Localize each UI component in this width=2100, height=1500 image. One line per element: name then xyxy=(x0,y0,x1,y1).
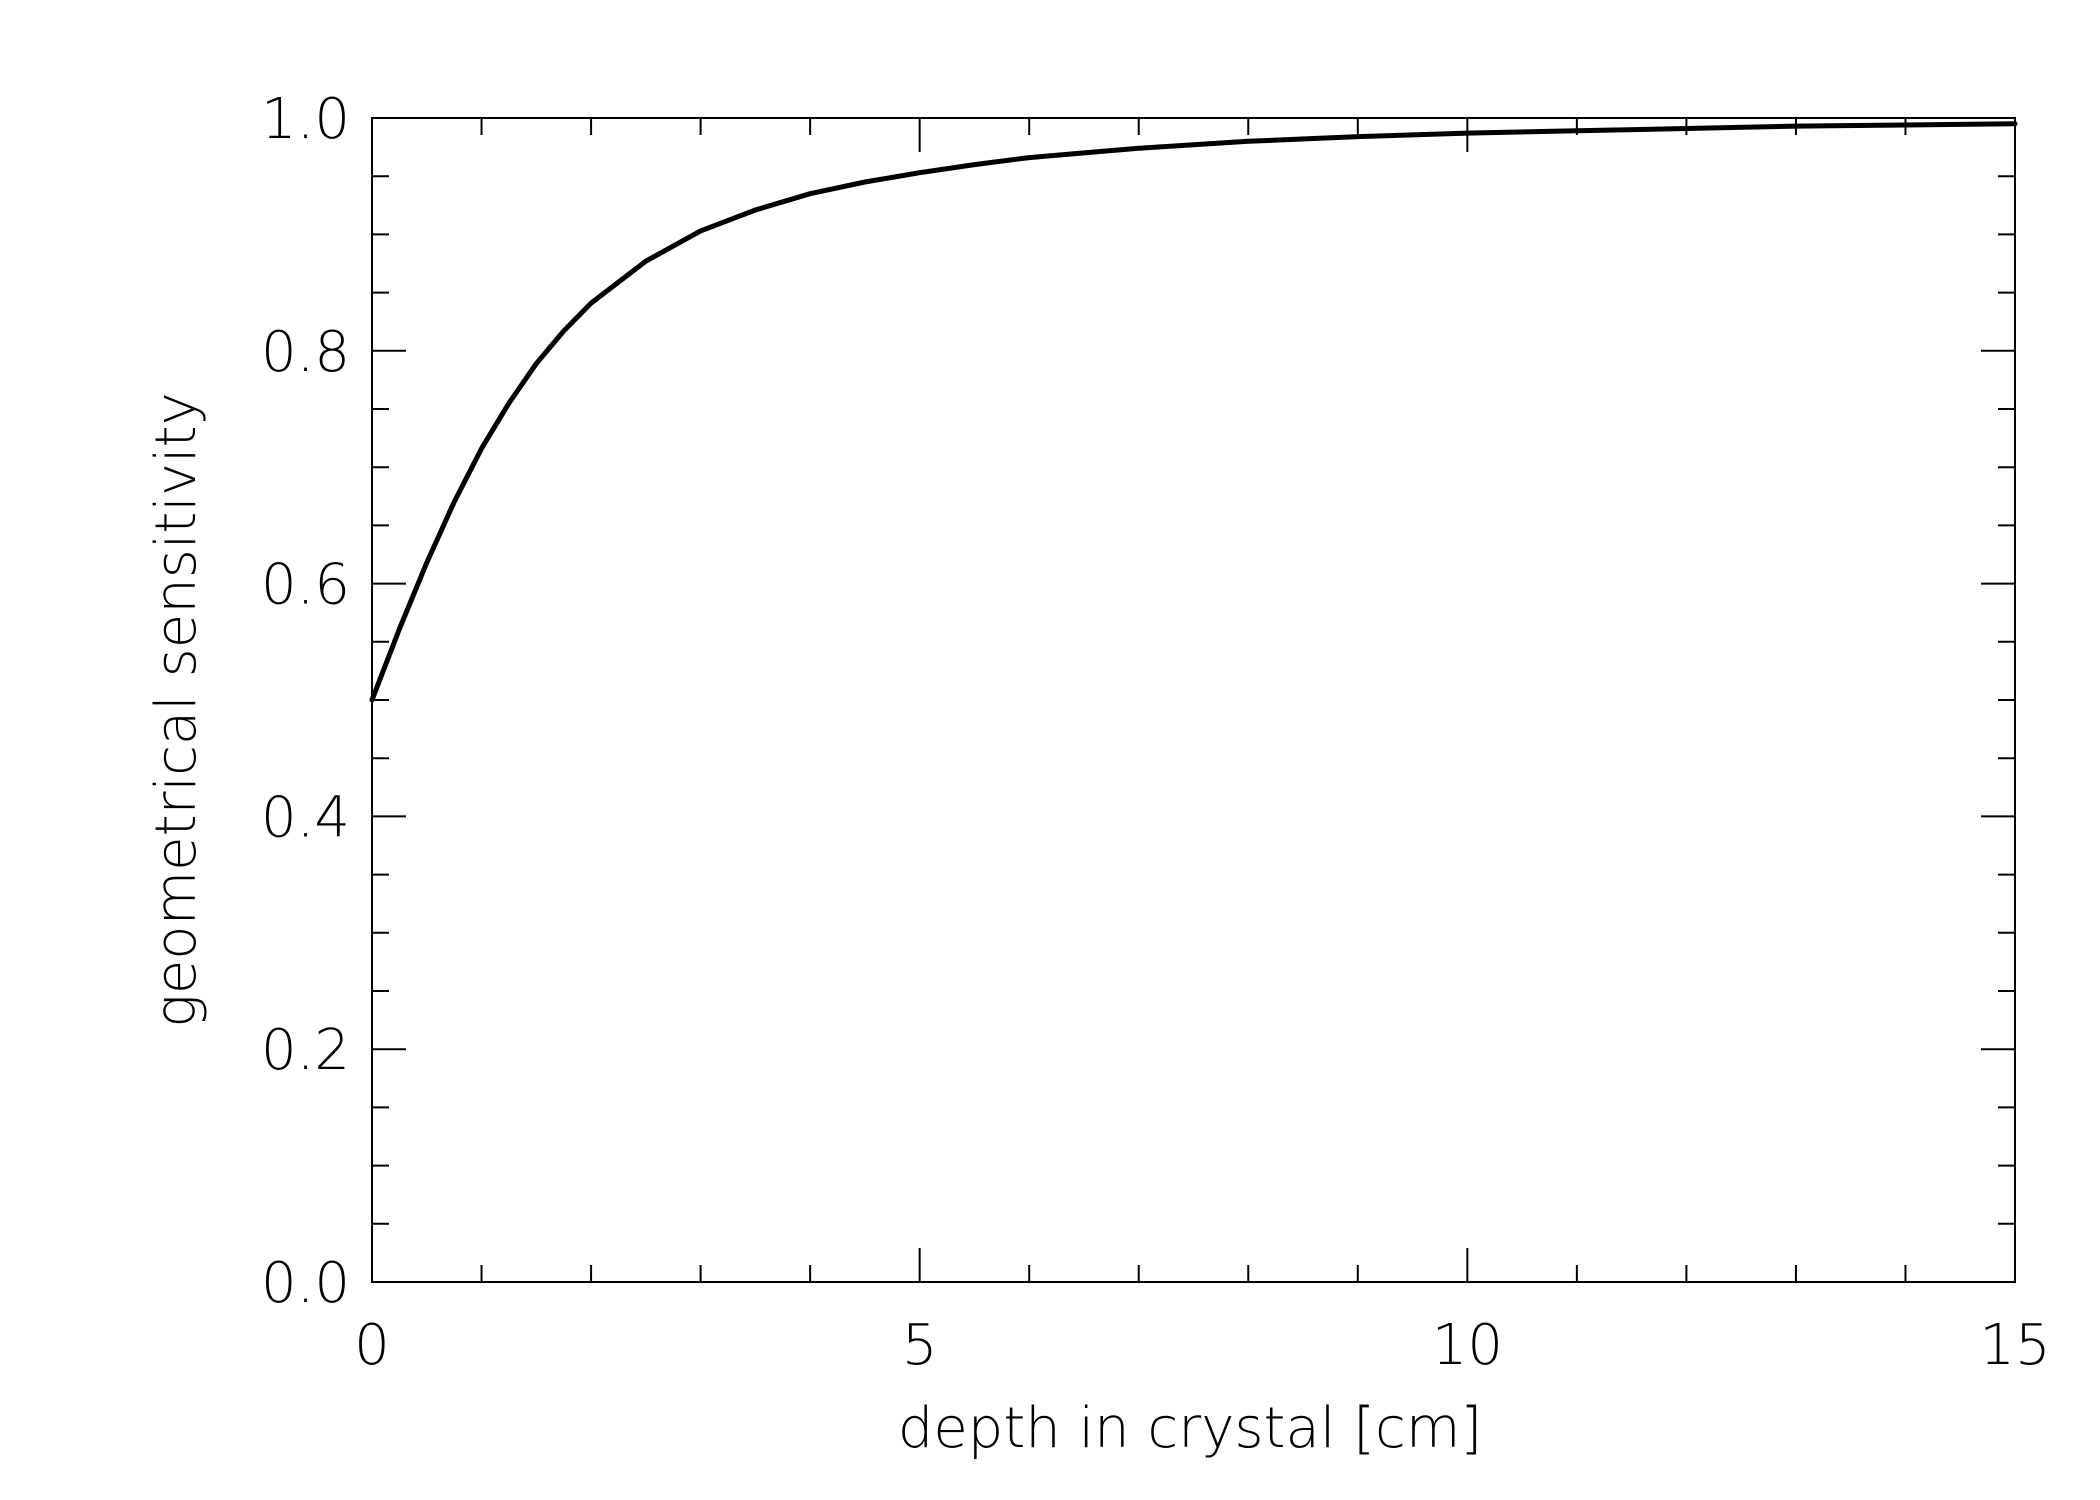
x-axis-title: depth in crystal [cm] xyxy=(898,1396,1482,1461)
x-tick-label: 15 xyxy=(1979,1313,2050,1378)
x-tick-label: 5 xyxy=(902,1313,938,1378)
y-tick-label: 0.0 xyxy=(261,1251,350,1316)
y-tick-label: 1.0 xyxy=(261,87,350,152)
y-axis-title: geometrical sensitivity xyxy=(144,392,209,1028)
y-tick-label: 0.4 xyxy=(261,785,350,850)
y-tick-label: 0.8 xyxy=(261,320,350,385)
plot-frame xyxy=(371,117,2016,1283)
x-tick-label: 10 xyxy=(1432,1313,1503,1378)
y-tick-label: 0.2 xyxy=(261,1018,350,1083)
y-tick-label: 0.6 xyxy=(261,553,350,618)
series-line xyxy=(369,121,2018,703)
x-tick-label: 0 xyxy=(354,1313,390,1378)
